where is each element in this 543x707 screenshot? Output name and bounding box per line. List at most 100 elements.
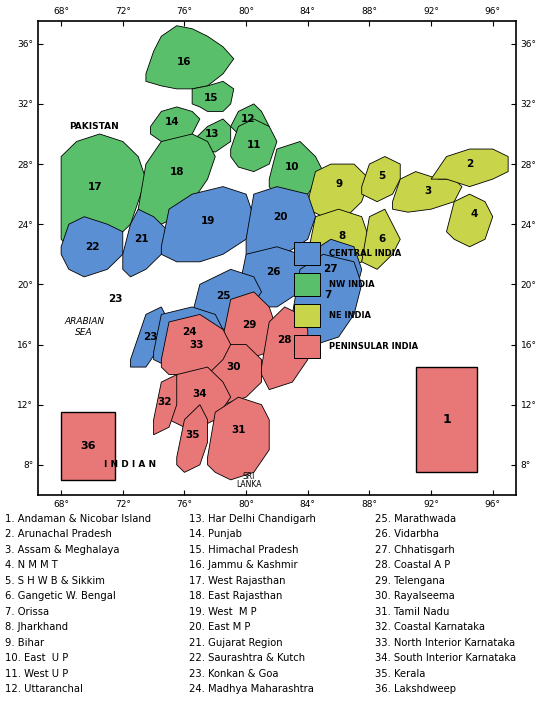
Text: 26: 26 xyxy=(267,267,281,277)
Text: 5: 5 xyxy=(378,171,386,181)
Text: 30: 30 xyxy=(226,362,241,372)
Polygon shape xyxy=(130,307,169,367)
Text: 18: 18 xyxy=(169,167,184,177)
Text: 27. Chhatisgarh: 27. Chhatisgarh xyxy=(375,544,455,554)
Polygon shape xyxy=(123,209,169,277)
Text: 13. Har Delhi Chandigarh: 13. Har Delhi Chandigarh xyxy=(189,513,316,524)
Text: NW INDIA: NW INDIA xyxy=(330,280,375,289)
Text: 19. West  M P: 19. West M P xyxy=(189,607,257,617)
Polygon shape xyxy=(138,134,215,224)
Text: NE INDIA: NE INDIA xyxy=(330,311,371,320)
Text: I N D I A N: I N D I A N xyxy=(104,460,156,469)
Polygon shape xyxy=(61,217,123,277)
Text: PENINSULAR INDIA: PENINSULAR INDIA xyxy=(330,341,419,351)
Text: SEA: SEA xyxy=(75,328,93,337)
Text: 15. Himachal Pradesh: 15. Himachal Pradesh xyxy=(189,544,299,554)
Polygon shape xyxy=(362,209,400,269)
Polygon shape xyxy=(146,25,234,89)
Text: 1. Andaman & Nicobar Island: 1. Andaman & Nicobar Island xyxy=(5,513,151,524)
Polygon shape xyxy=(154,307,223,367)
Text: 1: 1 xyxy=(442,413,451,426)
Text: 22: 22 xyxy=(85,242,99,252)
Text: 30. Rayalseema: 30. Rayalseema xyxy=(375,591,455,601)
Polygon shape xyxy=(176,404,207,472)
Text: 24. Madhya Maharashtra: 24. Madhya Maharashtra xyxy=(189,684,314,694)
Text: 8. Jharkhand: 8. Jharkhand xyxy=(5,622,68,632)
Bar xyxy=(61,412,115,480)
Text: 8: 8 xyxy=(338,231,345,241)
Text: 12. Uttaranchal: 12. Uttaranchal xyxy=(5,684,83,694)
Text: SRI: SRI xyxy=(243,472,255,481)
Text: 21. Gujarat Region: 21. Gujarat Region xyxy=(189,638,283,648)
Polygon shape xyxy=(207,397,269,480)
Text: 28. Coastal A P: 28. Coastal A P xyxy=(375,560,451,570)
Polygon shape xyxy=(231,104,269,141)
Text: 31. Tamil Nadu: 31. Tamil Nadu xyxy=(375,607,450,617)
Text: 6: 6 xyxy=(378,234,386,244)
Text: 27: 27 xyxy=(324,264,338,274)
Text: 32. Coastal Karnataka: 32. Coastal Karnataka xyxy=(375,622,485,632)
Text: 16: 16 xyxy=(177,57,192,67)
Text: 23. Konkan & Goa: 23. Konkan & Goa xyxy=(189,669,279,679)
Text: 23: 23 xyxy=(143,332,158,342)
Text: 2. Arunachal Pradesh: 2. Arunachal Pradesh xyxy=(5,529,112,539)
Polygon shape xyxy=(169,367,231,427)
Bar xyxy=(294,304,320,327)
Text: 3: 3 xyxy=(425,186,432,196)
Text: 29: 29 xyxy=(242,320,256,330)
Polygon shape xyxy=(362,156,400,201)
Text: PAKISTAN: PAKISTAN xyxy=(69,122,118,131)
Text: 21: 21 xyxy=(134,234,149,244)
Text: 14. Punjab: 14. Punjab xyxy=(189,529,242,539)
Polygon shape xyxy=(192,81,234,112)
Text: 9: 9 xyxy=(335,179,342,189)
Polygon shape xyxy=(231,119,277,172)
Text: 16. Jammu & Kashmir: 16. Jammu & Kashmir xyxy=(189,560,298,570)
Text: 20. East M P: 20. East M P xyxy=(189,622,250,632)
Polygon shape xyxy=(150,107,200,141)
Text: LANKA: LANKA xyxy=(236,480,262,489)
Text: 36. Lakshdweep: 36. Lakshdweep xyxy=(375,684,456,694)
Polygon shape xyxy=(207,344,262,404)
Text: 23: 23 xyxy=(108,294,122,305)
Polygon shape xyxy=(61,134,146,247)
Polygon shape xyxy=(446,194,493,247)
Text: 13: 13 xyxy=(205,129,219,139)
Text: 12: 12 xyxy=(241,114,255,124)
Polygon shape xyxy=(393,172,462,212)
Text: 17. West Rajasthan: 17. West Rajasthan xyxy=(189,575,286,585)
Text: 32: 32 xyxy=(157,397,172,407)
Polygon shape xyxy=(431,149,508,187)
Polygon shape xyxy=(269,141,323,201)
Text: 4: 4 xyxy=(471,209,478,218)
Text: 33: 33 xyxy=(190,339,204,349)
Text: 10. East  U P: 10. East U P xyxy=(5,653,68,663)
Text: 14: 14 xyxy=(165,117,179,127)
Polygon shape xyxy=(246,187,315,262)
Text: CENTRAL INDIA: CENTRAL INDIA xyxy=(330,250,402,258)
Text: 24: 24 xyxy=(182,327,197,337)
Text: 31: 31 xyxy=(231,425,245,436)
Text: 36: 36 xyxy=(80,441,96,451)
Polygon shape xyxy=(308,209,369,269)
Polygon shape xyxy=(292,255,362,344)
Text: 26. Vidarbha: 26. Vidarbha xyxy=(375,529,439,539)
Polygon shape xyxy=(262,307,308,390)
Bar xyxy=(294,273,320,296)
Text: 34. South Interior Karnataka: 34. South Interior Karnataka xyxy=(375,653,516,663)
Polygon shape xyxy=(300,239,362,315)
Polygon shape xyxy=(192,269,262,329)
Text: 11: 11 xyxy=(247,139,261,149)
Text: 2: 2 xyxy=(466,159,473,169)
Text: 3. Assam & Meghalaya: 3. Assam & Meghalaya xyxy=(5,544,120,554)
Bar xyxy=(294,335,320,358)
Polygon shape xyxy=(238,247,308,307)
Polygon shape xyxy=(161,187,254,262)
Text: 6. Gangetic W. Bengal: 6. Gangetic W. Bengal xyxy=(5,591,116,601)
Text: 34: 34 xyxy=(193,389,207,399)
Text: 15: 15 xyxy=(204,93,218,103)
Polygon shape xyxy=(223,292,277,360)
Text: 28: 28 xyxy=(277,335,292,345)
Polygon shape xyxy=(161,315,231,375)
Text: 35. Kerala: 35. Kerala xyxy=(375,669,426,679)
